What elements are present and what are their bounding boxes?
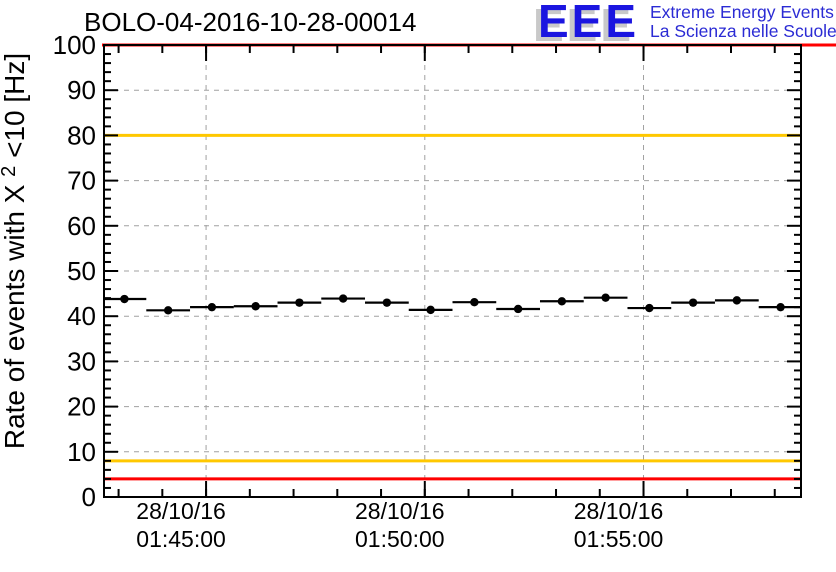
y-tick-label: 20 (67, 392, 96, 422)
data-point (688, 298, 698, 307)
y-tick-label: 60 (67, 211, 96, 241)
data-point (120, 294, 129, 304)
x-tick-label-time: 01:45:00 (136, 526, 226, 552)
data-point (426, 305, 435, 315)
x-tick-label-date: 28/10/16 (355, 498, 445, 524)
eee-logo-line1: Extreme Energy Events (650, 2, 834, 22)
data-point (732, 296, 742, 305)
x-tick-label-time: 01:50:00 (355, 526, 445, 552)
data-point (601, 293, 610, 302)
data-point (338, 294, 348, 303)
y-tick-label: 0 (82, 482, 96, 512)
data-point (645, 303, 654, 313)
y-axis-title-sup: 2 (0, 166, 20, 177)
data-point (295, 298, 304, 307)
data-point (513, 304, 523, 314)
y-tick-label: 30 (67, 346, 96, 376)
chart-title: BOLO-04-2016-10-28-00014 (84, 7, 417, 37)
x-tick-label-date: 28/10/16 (136, 498, 226, 524)
y-tick-label: 40 (67, 301, 96, 331)
y-tick-label: 10 (67, 437, 96, 467)
y-axis-title-post: <10 [Hz] (0, 53, 30, 158)
data-point (470, 297, 479, 307)
y-tick-label: 100 (53, 30, 96, 60)
y-axis-title-pre: Rate of events with X (0, 184, 30, 449)
data-point (163, 306, 173, 315)
y-tick-label: 80 (67, 120, 96, 150)
data-point (776, 302, 785, 312)
y-axis-title: Rate of events with X 2 <10 [Hz] (0, 53, 30, 449)
data-point (251, 302, 260, 311)
y-tick-label: 90 (67, 75, 96, 105)
data-series (104, 293, 801, 315)
y-tick-label: 50 (67, 256, 96, 286)
eee-logo: EEE (538, 0, 639, 48)
y-tick-label: 70 (67, 166, 96, 196)
x-tick-label-time: 01:55:00 (574, 526, 664, 552)
data-point (557, 297, 567, 306)
eee-logo-letters: EEE (538, 0, 640, 47)
x-tick-label-date: 28/10/16 (574, 498, 664, 524)
data-point (207, 302, 217, 312)
data-point (382, 298, 392, 307)
eee-logo-text: Extreme Energy Events La Scienza nelle S… (650, 3, 836, 41)
eee-logo-line2: La Scienza nelle Scuole (650, 21, 836, 41)
